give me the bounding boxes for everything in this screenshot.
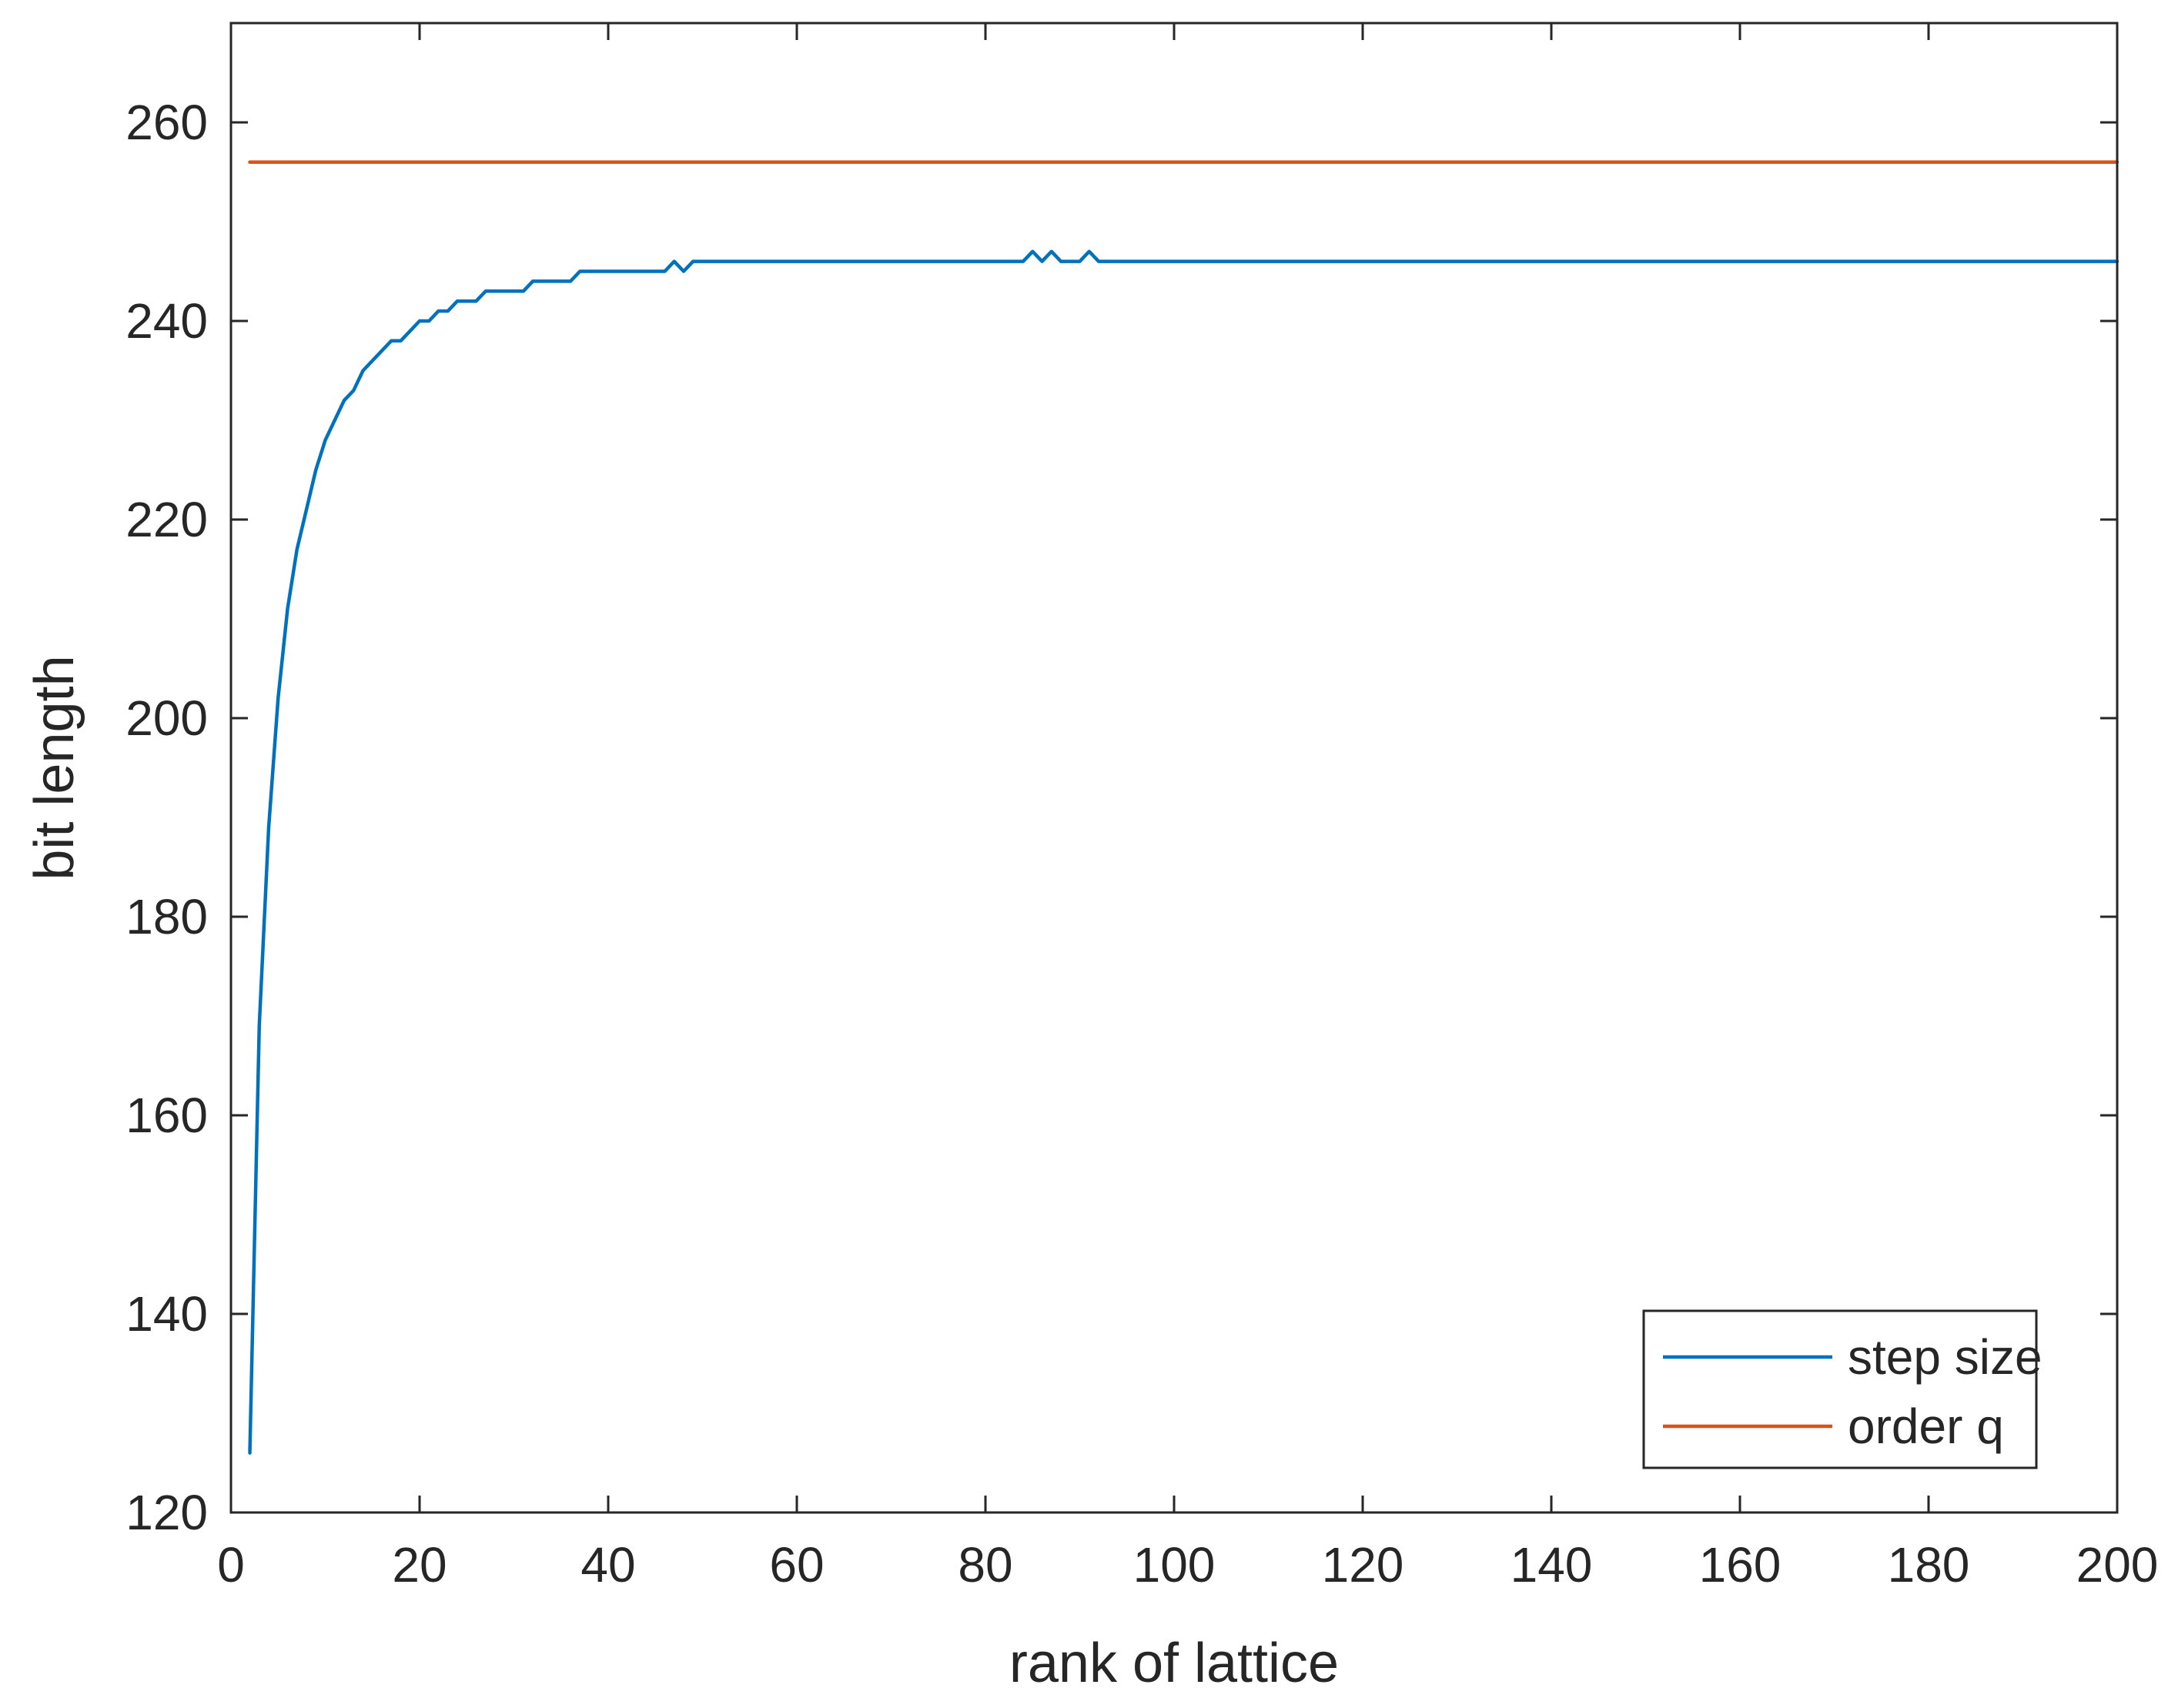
x-tick-label: 120 <box>1322 1537 1404 1593</box>
series-line-1 <box>248 249 2119 1455</box>
legend-label-2: order q <box>1848 1399 2004 1454</box>
y-tick-label: 180 <box>125 889 208 944</box>
x-tick-label: 40 <box>580 1537 635 1593</box>
y-tick-label: 260 <box>125 95 208 150</box>
x-tick-label: 140 <box>1511 1537 1593 1593</box>
x-tick-label: 80 <box>958 1537 1012 1593</box>
y-tick-label: 140 <box>125 1286 208 1342</box>
legend-label-1: step size <box>1848 1329 2043 1385</box>
y-axis-ticks: 120 140 160 180 200 220 240 260 <box>125 95 2117 1540</box>
x-tick-label: 160 <box>1699 1537 1782 1593</box>
x-tick-label: 180 <box>1888 1537 1970 1593</box>
y-tick-label: 160 <box>125 1088 208 1143</box>
x-tick-label: 60 <box>769 1537 824 1593</box>
x-tick-label: 200 <box>2076 1537 2159 1593</box>
y-tick-label: 220 <box>125 492 208 547</box>
y-tick-label: 200 <box>125 690 208 746</box>
y-axis-label: bit length <box>24 655 85 880</box>
legend-box <box>1642 1309 2038 1469</box>
legend: step size order q <box>1642 1309 2043 1469</box>
x-tick-label: 20 <box>392 1537 447 1593</box>
x-axis-label: rank of lattice <box>1009 1633 1339 1694</box>
x-axis-ticks: 0 20 40 60 80 100 120 140 160 180 200 <box>217 23 2158 1593</box>
y-tick-label: 240 <box>125 293 208 349</box>
y-tick-label: 120 <box>125 1485 208 1540</box>
x-tick-label: 100 <box>1133 1537 1216 1593</box>
x-tick-label: 0 <box>217 1537 245 1593</box>
